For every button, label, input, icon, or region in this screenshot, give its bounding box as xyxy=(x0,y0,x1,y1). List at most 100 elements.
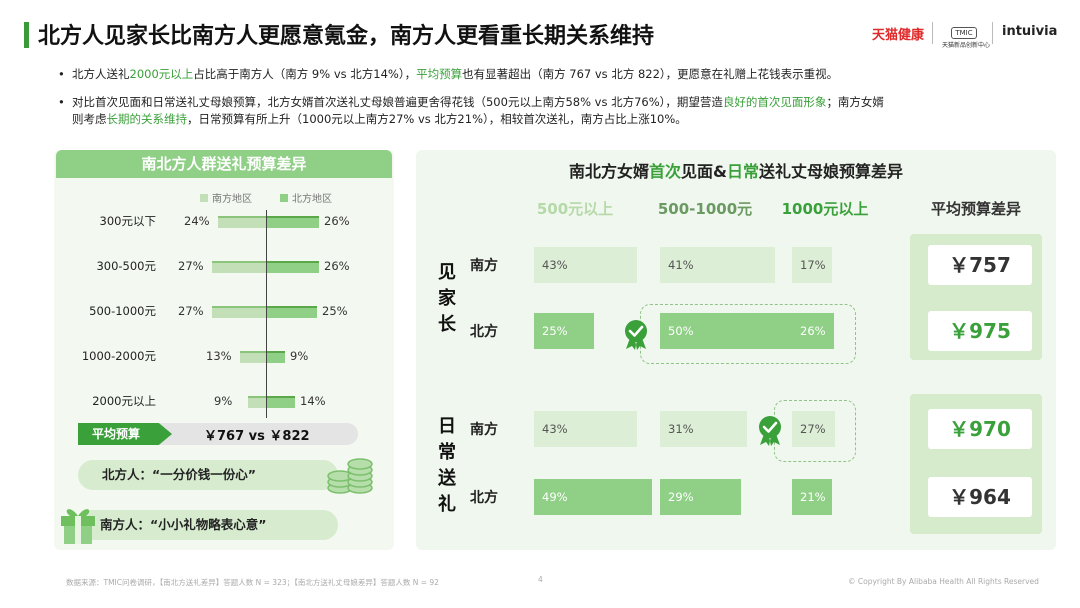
legend-south: 南方地区 xyxy=(200,187,252,206)
data-label-north: 9% xyxy=(290,349,309,363)
legend-swatch-north xyxy=(280,193,288,202)
tmall-health-logo: 天猫健康 xyxy=(872,28,925,43)
logo-divider xyxy=(932,22,933,44)
bullet-text: 北方人送礼 xyxy=(72,67,130,81)
region-label: 北方 xyxy=(470,490,498,506)
data-label-south: 27% xyxy=(178,259,204,273)
bullet-text: 也有显著超出（南方 767 vs 北方 822），更愿意在礼赠上花钱表示重视。 xyxy=(462,67,839,81)
bullet-highlight: 平均预算 xyxy=(416,67,463,81)
footer-copyright: © Copyright By Alibaba Health All Rights… xyxy=(848,577,1039,586)
legend-north: 北方地区 xyxy=(280,187,332,206)
group-char: 常 xyxy=(438,442,456,463)
bullet-text: 则考虑 xyxy=(72,112,107,126)
budget-cell: 29% xyxy=(660,479,741,515)
col-header-avg: 平均预算差异 xyxy=(930,200,1021,218)
avg-budget-value: ￥767 vs ￥822 xyxy=(204,429,310,444)
legend-label: 北方地区 xyxy=(292,194,332,205)
tmic-logo-subtitle: 天猫新品创新中心 xyxy=(942,42,991,49)
bullet-text: ，日常预算有所上升（1000元以上南方27% vs 北方21%），相较首次送礼，… xyxy=(187,112,687,126)
page-title: 北方人见家长比南方人更愿意氪金，南方人更看重长期关系维持 xyxy=(38,24,655,49)
budget-cell: 43% xyxy=(534,247,637,283)
legend-label: 南方地区 xyxy=(212,194,252,205)
bar-north xyxy=(267,261,319,273)
group-label-meet-parents: 见 家 长 xyxy=(436,260,458,338)
group-char: 日 xyxy=(438,416,456,437)
budget-cell: 41% xyxy=(660,247,775,283)
bullet-highlight: 长期的关系维持 xyxy=(106,112,188,126)
gift-icon xyxy=(61,509,95,544)
budget-cell: 27% xyxy=(792,411,835,447)
group-char: 家 xyxy=(438,288,456,309)
bar-south xyxy=(218,216,266,228)
col-header-500plus: 500元以上 xyxy=(536,200,614,218)
avg-budget-cell: ￥757 xyxy=(928,245,1032,285)
budget-cell: 43% xyxy=(534,411,637,447)
bullet-2: • 对比首次见面和日常送礼丈母娘预算，北方女婿首次送礼丈母娘普遍更舍得花钱（50… xyxy=(58,94,1062,128)
budget-cell: 49% xyxy=(534,479,652,515)
data-label-north: 14% xyxy=(300,394,326,408)
bar-south xyxy=(240,351,266,363)
bar-north xyxy=(267,396,295,408)
data-label-south: 13% xyxy=(206,349,232,363)
title-highlight: 日常 xyxy=(726,162,759,181)
region-label: 南方 xyxy=(470,258,498,274)
budget-cell: 26% xyxy=(792,313,834,349)
title-highlight: 首次 xyxy=(649,162,682,181)
data-label-south: 27% xyxy=(178,304,204,318)
intuivia-logo: intuivia xyxy=(1002,24,1058,39)
group-char: 送 xyxy=(438,468,456,489)
bullet-dot: • xyxy=(58,67,65,81)
data-label-north: 26% xyxy=(324,259,350,273)
bullet-1: • 北方人送礼2000元以上占比高于南方人（南方 9% vs 北方14%），平均… xyxy=(58,66,1062,83)
group-char: 长 xyxy=(438,314,456,335)
logo-divider xyxy=(992,22,993,44)
avg-budget-label: 平均预算 xyxy=(78,423,172,445)
title-accent-bar xyxy=(24,22,29,48)
bullet-text: 对比首次见面和日常送礼丈母娘预算，北方女婿首次送礼丈母娘普遍更舍得花钱（500元… xyxy=(72,95,723,109)
bullet-dot: • xyxy=(58,95,65,109)
budget-cell: 31% xyxy=(660,411,747,447)
bar-south xyxy=(212,306,266,318)
col-header-500-1000: 500-1000元 xyxy=(657,200,753,218)
group-char: 见 xyxy=(438,262,456,283)
budget-cell: 25% xyxy=(534,313,594,349)
page-number: 4 xyxy=(538,575,543,584)
left-chart-title: 南北方人群送礼预算差异 xyxy=(56,150,392,178)
tmic-logo: TMIC 天猫新品创新中心 xyxy=(942,20,991,49)
region-label: 北方 xyxy=(470,324,498,340)
data-label-south: 9% xyxy=(214,394,233,408)
col-header-1000plus: 1000元以上 xyxy=(781,200,869,218)
avg-budget-cell: ￥975 xyxy=(928,311,1032,351)
budget-cell: 17% xyxy=(792,247,832,283)
region-label: 南方 xyxy=(470,422,498,438)
badge-check-icon xyxy=(625,320,647,350)
legend-swatch-south xyxy=(200,193,208,202)
bullet-text: 占比高于南方人（南方 9% vs 北方14%）， xyxy=(193,67,417,81)
data-label-north: 25% xyxy=(322,304,348,318)
title-part: 南北方女婿 xyxy=(568,162,649,181)
bar-south xyxy=(248,396,266,408)
bullet-highlight: 良好的首次见面形象 xyxy=(722,95,827,109)
budget-cell: 21% xyxy=(792,479,832,515)
bullet-text: ；南方女婿 xyxy=(826,95,884,109)
footer-source: 数据来源：TMIC问卷调研，【南北方送礼差异】答题人数 N = 323；【南北方… xyxy=(66,578,439,587)
quote-south: 南方人：“小小礼物略表心意” xyxy=(78,510,338,540)
badge-check-icon xyxy=(759,416,781,446)
group-char: 礼 xyxy=(438,494,456,515)
bar-north xyxy=(267,351,285,363)
data-label-north: 26% xyxy=(324,214,350,228)
title-part: 见面& xyxy=(681,162,727,181)
bar-north xyxy=(267,216,319,228)
bullet-highlight: 2000元以上 xyxy=(129,67,194,81)
chart-center-axis xyxy=(266,210,267,418)
title-part: 送礼丈母娘预算差异 xyxy=(759,162,904,181)
bar-south xyxy=(212,261,266,273)
quote-north: 北方人：“一分价钱一份心” xyxy=(78,460,338,490)
bar-north xyxy=(267,306,317,318)
coins-icon xyxy=(327,458,373,494)
avg-budget-cell: ￥970 xyxy=(928,409,1032,449)
category-label: 2000元以上 xyxy=(92,394,156,408)
group-label-daily-gift: 日 常 送 礼 xyxy=(436,414,458,518)
avg-budget-cell: ￥964 xyxy=(928,477,1032,517)
tmic-logo-mark: TMIC xyxy=(951,27,977,39)
